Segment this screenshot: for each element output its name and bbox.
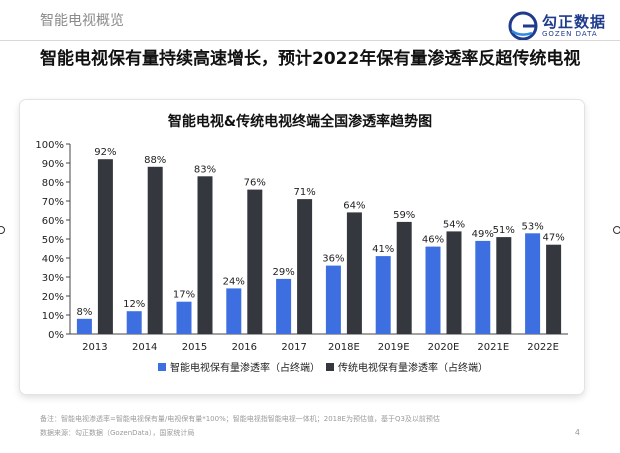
y-tick-label: 50% <box>42 235 64 246</box>
bar-traditional-tv <box>147 166 163 334</box>
data-label-smart-tv: 36% <box>322 254 344 265</box>
legend-label-smart-tv: 智能电视保有量渗透率（占终端） <box>170 361 320 374</box>
chart-title: 智能电视&传统电视终端全国渗透率趋势图 <box>167 113 432 130</box>
y-tick-label: 40% <box>42 254 64 265</box>
x-tick-label: 2020E <box>428 342 460 353</box>
header-divider <box>0 40 620 41</box>
page-number: 4 <box>574 428 580 437</box>
data-label-traditional-tv: 76% <box>244 178 266 189</box>
data-label-smart-tv: 41% <box>372 244 394 255</box>
page-headline: 智能电视保有量持续高速增长，预计2022年保有量渗透率反超传统电视 <box>40 49 581 69</box>
x-tick-label: 2013 <box>82 342 107 353</box>
x-tick-label: 2015 <box>182 342 207 353</box>
y-tick-label: 80% <box>42 178 64 189</box>
data-label-traditional-tv: 92% <box>94 147 116 158</box>
section-label: 智能电视概览 <box>40 13 124 29</box>
bar-smart-tv <box>375 256 391 334</box>
bar-traditional-tv <box>297 199 313 334</box>
chart-card: 智能电视&传统电视终端全国渗透率趋势图 0% 10% 20% 30% 40% 50% 60%… <box>20 100 584 394</box>
binder-ring-right <box>613 226 620 234</box>
legend-swatch-smart-tv <box>158 363 166 371</box>
y-tick-label: 100% <box>35 140 64 151</box>
penetration-bar-chart: 智能电视&传统电视终端全国渗透率趋势图 0% 10% 20% 30% 40% 50% 60%… <box>35 113 568 374</box>
bar-smart-tv <box>126 311 142 334</box>
x-tick-label: 2021E <box>477 342 509 353</box>
legend-swatch-traditional-tv <box>326 363 334 371</box>
y-tick-label: 0% <box>48 330 64 341</box>
y-tick-label: 10% <box>42 311 64 322</box>
bar-traditional-tv <box>97 159 113 334</box>
data-label-traditional-tv: 51% <box>493 225 515 236</box>
bar-smart-tv <box>76 318 92 334</box>
logo-wordmark-en: GOZEN DATA <box>541 29 598 38</box>
bar-traditional-tv <box>346 212 362 334</box>
bar-smart-tv <box>226 288 242 334</box>
data-label-smart-tv: 24% <box>223 276 245 287</box>
x-tick-label: 2017 <box>281 342 306 353</box>
bar-traditional-tv <box>396 221 412 334</box>
gozen-logo-icon <box>508 11 538 41</box>
bar-traditional-tv <box>546 244 562 334</box>
data-label-smart-tv: 17% <box>173 290 195 301</box>
data-label-traditional-tv: 88% <box>144 155 166 166</box>
data-label-smart-tv: 12% <box>123 299 145 310</box>
y-tick-label: 70% <box>42 197 64 208</box>
bar-smart-tv <box>325 265 341 334</box>
x-tick-label: 2018E <box>328 342 360 353</box>
data-label-traditional-tv: 71% <box>293 187 315 198</box>
data-source: 数据来源：勾正数据（GozenData），国家统计局 <box>40 429 195 437</box>
footnote: 备注：智能电视渗透率=智能电视保有量/电视保有量*100%；智能电视指智能电视一… <box>40 415 440 423</box>
y-tick-label: 90% <box>42 159 64 170</box>
bar-smart-tv <box>475 240 491 334</box>
data-label-traditional-tv: 47% <box>542 233 564 244</box>
data-label-smart-tv: 53% <box>521 221 543 232</box>
x-tick-label: 2014 <box>132 342 157 353</box>
bar-traditional-tv <box>197 176 213 334</box>
gozen-logo: 勾正数据 GOZEN DATA <box>508 8 606 44</box>
y-tick-label: 30% <box>42 273 64 284</box>
bar-smart-tv <box>525 233 541 334</box>
y-tick-label: 60% <box>42 216 64 227</box>
y-tick-label: 20% <box>42 292 64 303</box>
x-tick-label: 2022E <box>527 342 559 353</box>
bar-smart-tv <box>425 246 441 334</box>
bar-smart-tv <box>176 301 192 334</box>
data-label-smart-tv: 49% <box>472 229 494 240</box>
data-label-traditional-tv: 54% <box>443 219 465 230</box>
data-label-smart-tv: 46% <box>422 235 444 246</box>
bar-traditional-tv <box>247 189 263 334</box>
data-label-traditional-tv: 59% <box>393 210 415 221</box>
legend-label-traditional-tv: 传统电视保有量渗透率（占终端） <box>338 361 488 374</box>
x-tick-label: 2019E <box>378 342 410 353</box>
binder-ring-left <box>0 226 5 234</box>
bar-smart-tv <box>276 278 292 334</box>
data-label-smart-tv: 29% <box>272 267 294 278</box>
data-label-traditional-tv: 64% <box>343 200 365 211</box>
bar-traditional-tv <box>496 237 512 334</box>
data-label-smart-tv: 8% <box>76 307 92 318</box>
bar-traditional-tv <box>446 231 462 334</box>
data-label-traditional-tv: 83% <box>194 164 216 175</box>
x-tick-label: 2016 <box>232 342 257 353</box>
logo-wordmark: 勾正数据 <box>541 12 606 31</box>
